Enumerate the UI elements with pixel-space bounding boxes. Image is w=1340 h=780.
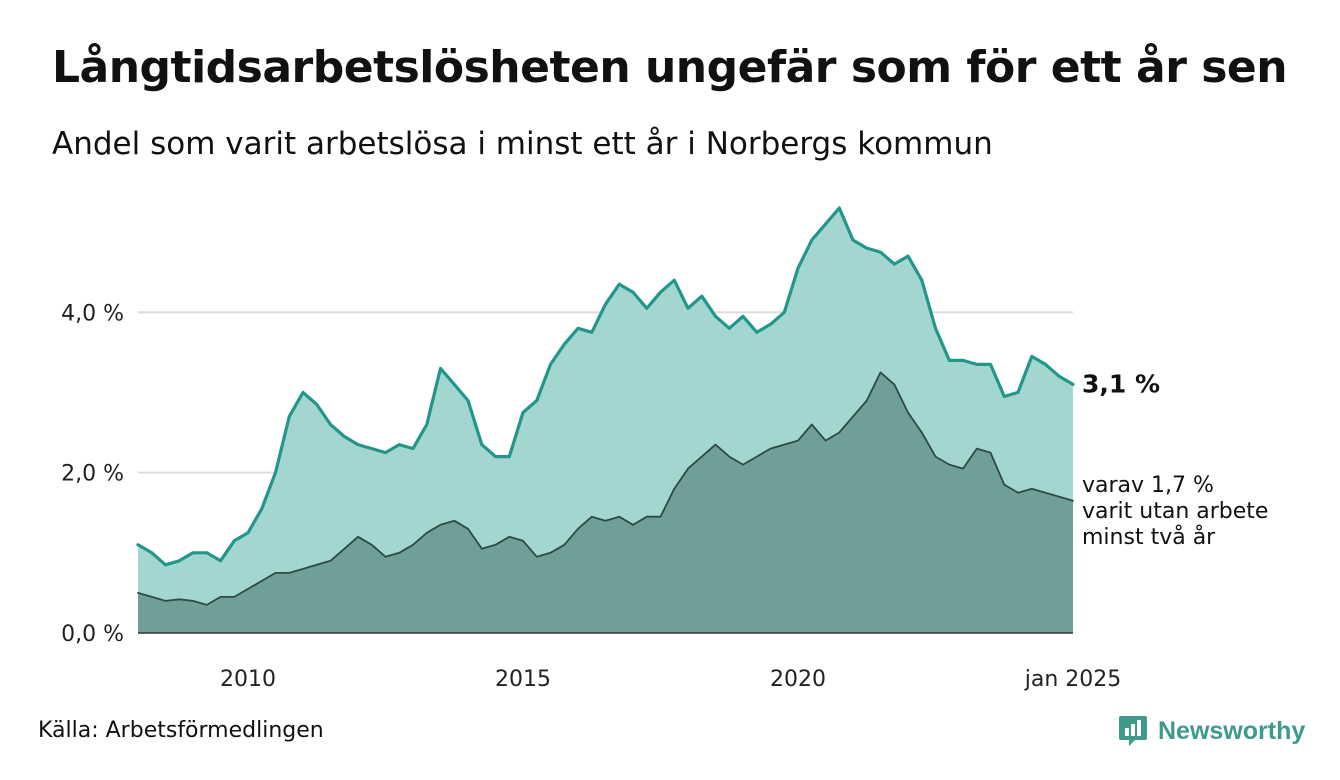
x-tick-label: jan 2025 bbox=[1024, 667, 1122, 692]
brand-name: Newsworthy bbox=[1158, 716, 1306, 745]
brand-logo[interactable]: Newsworthy bbox=[1118, 714, 1305, 748]
source-note: Källa: Arbetsförmedlingen bbox=[38, 718, 324, 743]
series-end-label-2: varav 1,7 % varit utan arbete minst två år bbox=[1082, 473, 1268, 550]
series-end-label-line: minst två år bbox=[1082, 524, 1216, 550]
series-line-1 bbox=[136, 206, 1075, 567]
x-tick-label: 2020 bbox=[770, 667, 826, 692]
series-area-2 bbox=[138, 372, 1073, 633]
x-tick-label: 2010 bbox=[220, 667, 276, 692]
y-tick-label: 0,0 % bbox=[61, 622, 124, 647]
series-line-2 bbox=[137, 371, 1074, 606]
series-end-label-line: varit utan arbete bbox=[1082, 499, 1268, 524]
y-tick-label: 2,0 % bbox=[61, 462, 124, 487]
series-end-label-line: varav 1,7 % bbox=[1082, 473, 1214, 498]
chart-title: Långtidsarbetslösheten ungefär som för e… bbox=[52, 42, 1288, 93]
chart-subtitle: Andel som varit arbetslösa i minst ett å… bbox=[52, 126, 993, 162]
y-tick-label: 4,0 % bbox=[61, 301, 124, 326]
x-tick-label: 2015 bbox=[495, 667, 551, 692]
series-end-label-1: 3,1 % bbox=[1082, 369, 1160, 398]
newsworthy-icon bbox=[1119, 716, 1147, 746]
